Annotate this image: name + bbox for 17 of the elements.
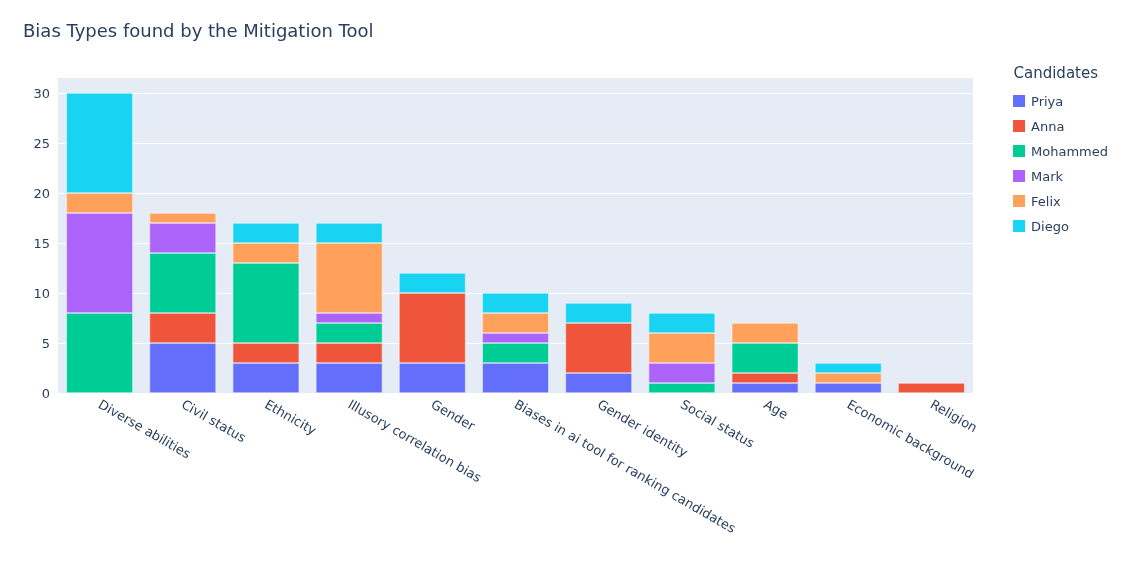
legend-title: Candidates bbox=[1013, 63, 1099, 82]
legend-label: Felix bbox=[1031, 193, 1062, 209]
y-tick-label: 0 bbox=[41, 385, 50, 401]
y-tick-label: 25 bbox=[33, 135, 50, 151]
legend-label: Diego bbox=[1031, 218, 1069, 234]
bar bbox=[898, 383, 965, 393]
chart-title: Bias Types found by the Mitigation Tool bbox=[23, 19, 374, 41]
legend-label: Mohammed bbox=[1031, 143, 1108, 159]
y-tick-label: 30 bbox=[33, 85, 50, 101]
legend-label: Anna bbox=[1031, 118, 1065, 134]
legend-label: Priya bbox=[1031, 93, 1064, 109]
y-tick-label: 5 bbox=[41, 335, 50, 351]
x-tick-label: Age bbox=[761, 396, 791, 423]
y-tick-label: 20 bbox=[33, 185, 50, 201]
y-tick-label: 10 bbox=[33, 285, 50, 301]
legend-label: Mark bbox=[1031, 168, 1064, 184]
y-tick-label: 15 bbox=[33, 235, 50, 251]
